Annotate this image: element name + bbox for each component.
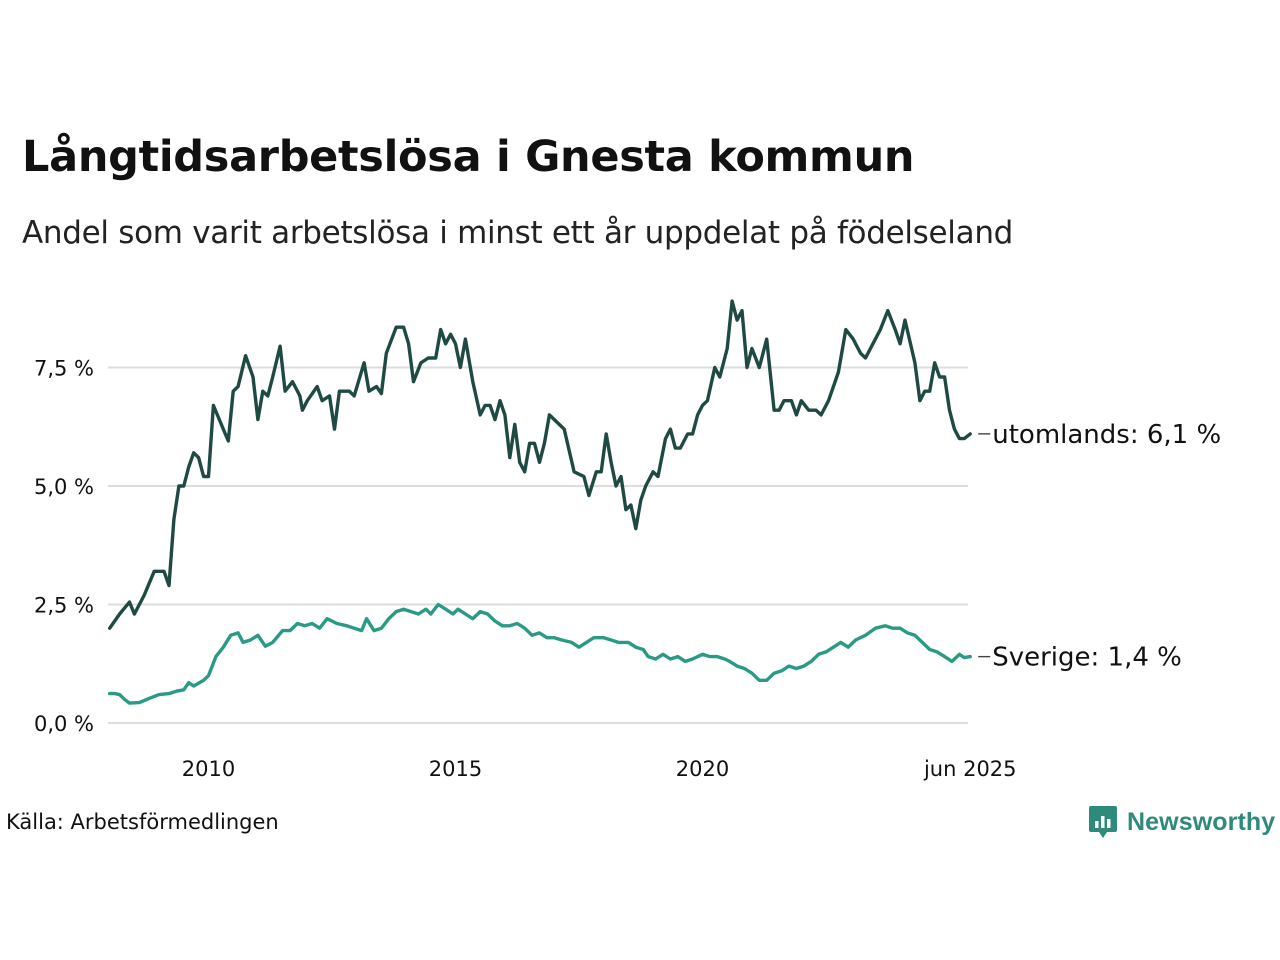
- chart-title: Långtidsarbetslösa i Gnesta kommun: [22, 132, 915, 182]
- series-line-utomlands: [108, 299, 972, 630]
- x-axis-tick-labels: 2010 2015 2020 jun 2025: [182, 757, 1017, 781]
- grid-lines: [108, 366, 968, 724]
- x-tick-label: 2015: [429, 757, 482, 781]
- x-tick-label: 2020: [676, 757, 729, 781]
- x-tick-label: jun 2025: [923, 757, 1017, 781]
- series-line-sverige: [108, 602, 972, 705]
- y-tick-label: 5,0 %: [34, 475, 94, 499]
- y-tick-label: 7,5 %: [34, 357, 94, 381]
- newsworthy-logo-icon: [1089, 806, 1117, 838]
- series-end-labels: utomlands: 6,1 % Sverige: 1,4 %: [978, 420, 1221, 673]
- newsworthy-logo-text: Newsworthy: [1127, 807, 1276, 836]
- series-end-label: utomlands: 6,1 %: [992, 420, 1221, 450]
- series-end-label: Sverige: 1,4 %: [992, 643, 1182, 673]
- y-tick-label: 0,0 %: [34, 712, 94, 736]
- y-axis-tick-labels: 0,0 % 2,5 % 5,0 % 7,5 %: [34, 357, 94, 737]
- newsworthy-logo: Newsworthy: [1088, 804, 1275, 840]
- series-lines: [108, 299, 972, 705]
- source-note: Källa: Arbetsförmedlingen: [6, 810, 279, 834]
- x-tick-label: 2010: [182, 757, 235, 781]
- y-tick-label: 2,5 %: [34, 594, 94, 618]
- chart-subtitle: Andel som varit arbetslösa i minst ett å…: [22, 215, 1014, 251]
